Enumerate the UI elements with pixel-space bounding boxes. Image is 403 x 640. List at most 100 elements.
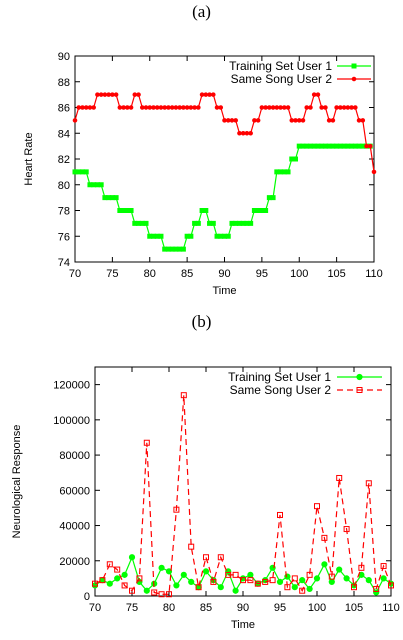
data-point [199,92,205,97]
data-point [267,105,272,110]
data-point [143,105,149,110]
plot-frame [74,55,375,263]
data-point [151,589,158,596]
y-tick-label: 40000 [59,521,90,533]
x-tick-label: 95 [256,268,268,280]
series-1 [72,143,373,252]
data-point [371,169,377,175]
data-point [165,568,173,575]
data-point [188,233,194,239]
series-line [75,145,371,250]
x-tick-label: 105 [345,602,363,614]
data-point [188,578,195,586]
data-point [365,577,372,584]
x-tick-label: 90 [237,602,249,614]
data-point [217,584,224,591]
data-point [323,105,328,110]
data-point [299,577,306,584]
data-point [217,554,224,561]
data-point [306,585,313,593]
x-tick-label: 75 [106,268,118,280]
data-point [76,105,82,110]
data-point [338,105,343,110]
data-point [380,563,387,570]
data-point [314,503,320,510]
data-point [121,105,126,110]
data-point [330,118,336,123]
data-point [95,92,100,97]
data-point [158,564,165,571]
data-point [147,105,153,110]
data-point [203,208,209,213]
data-point [203,554,209,561]
caption-a: (a) [192,2,211,21]
y-tick-label: 76 [58,231,70,243]
data-point [282,105,287,110]
legend-marker [351,63,357,69]
data-point [263,105,268,110]
data-point [232,571,239,578]
data-point [364,143,369,149]
data-point [343,575,350,582]
data-point [128,554,136,561]
data-point [99,577,106,584]
data-point [113,195,119,201]
data-point [202,568,210,575]
data-point [278,105,283,110]
y-tick-label: 74 [58,257,70,269]
x-tick-label: 110 [382,602,400,614]
data-point [319,105,324,110]
data-point [269,577,276,584]
data-point [121,582,128,589]
data-point [117,105,123,110]
data-point [166,105,171,110]
data-point [184,105,190,110]
x-tick-label: 100 [290,268,308,280]
data-point [214,105,220,110]
data-point [259,105,265,110]
data-point [240,577,246,584]
data-point [151,105,156,110]
data-point [315,92,321,97]
data-point [210,578,217,585]
data-point [285,169,291,175]
data-point [353,105,358,110]
legend-label: Training Set User 1 [228,370,331,384]
data-point [365,480,372,487]
data-point [143,439,150,446]
data-point [102,92,108,97]
x-tick-label: 85 [200,602,212,614]
data-point [196,105,201,110]
x-tick-label: 100 [308,602,326,614]
data-point [300,118,306,123]
data-point [229,118,235,123]
data-point [373,585,380,592]
data-point [162,105,167,110]
data-point [293,118,298,123]
data-point [293,156,299,162]
data-point [158,233,164,239]
data-point [114,566,121,573]
series-1 [91,554,395,596]
legend-label: Training Set User 1 [229,59,332,73]
data-point [240,130,246,136]
data-point [289,118,295,123]
data-point [114,575,121,582]
data-point [277,511,283,518]
data-point [351,584,357,591]
data-point [232,587,239,594]
legend-marker [356,387,363,393]
data-point [270,195,276,201]
data-point [247,577,254,584]
data-point [158,591,165,598]
caption-b: (b) [191,312,212,331]
data-point [129,587,135,594]
data-point [188,543,195,550]
data-point [304,105,310,110]
data-point [106,561,113,568]
series-line [94,555,392,594]
data-point [254,580,261,587]
y-axis-label: Neurological Response [11,425,23,539]
data-point [373,589,380,596]
legend-marker [351,76,357,82]
